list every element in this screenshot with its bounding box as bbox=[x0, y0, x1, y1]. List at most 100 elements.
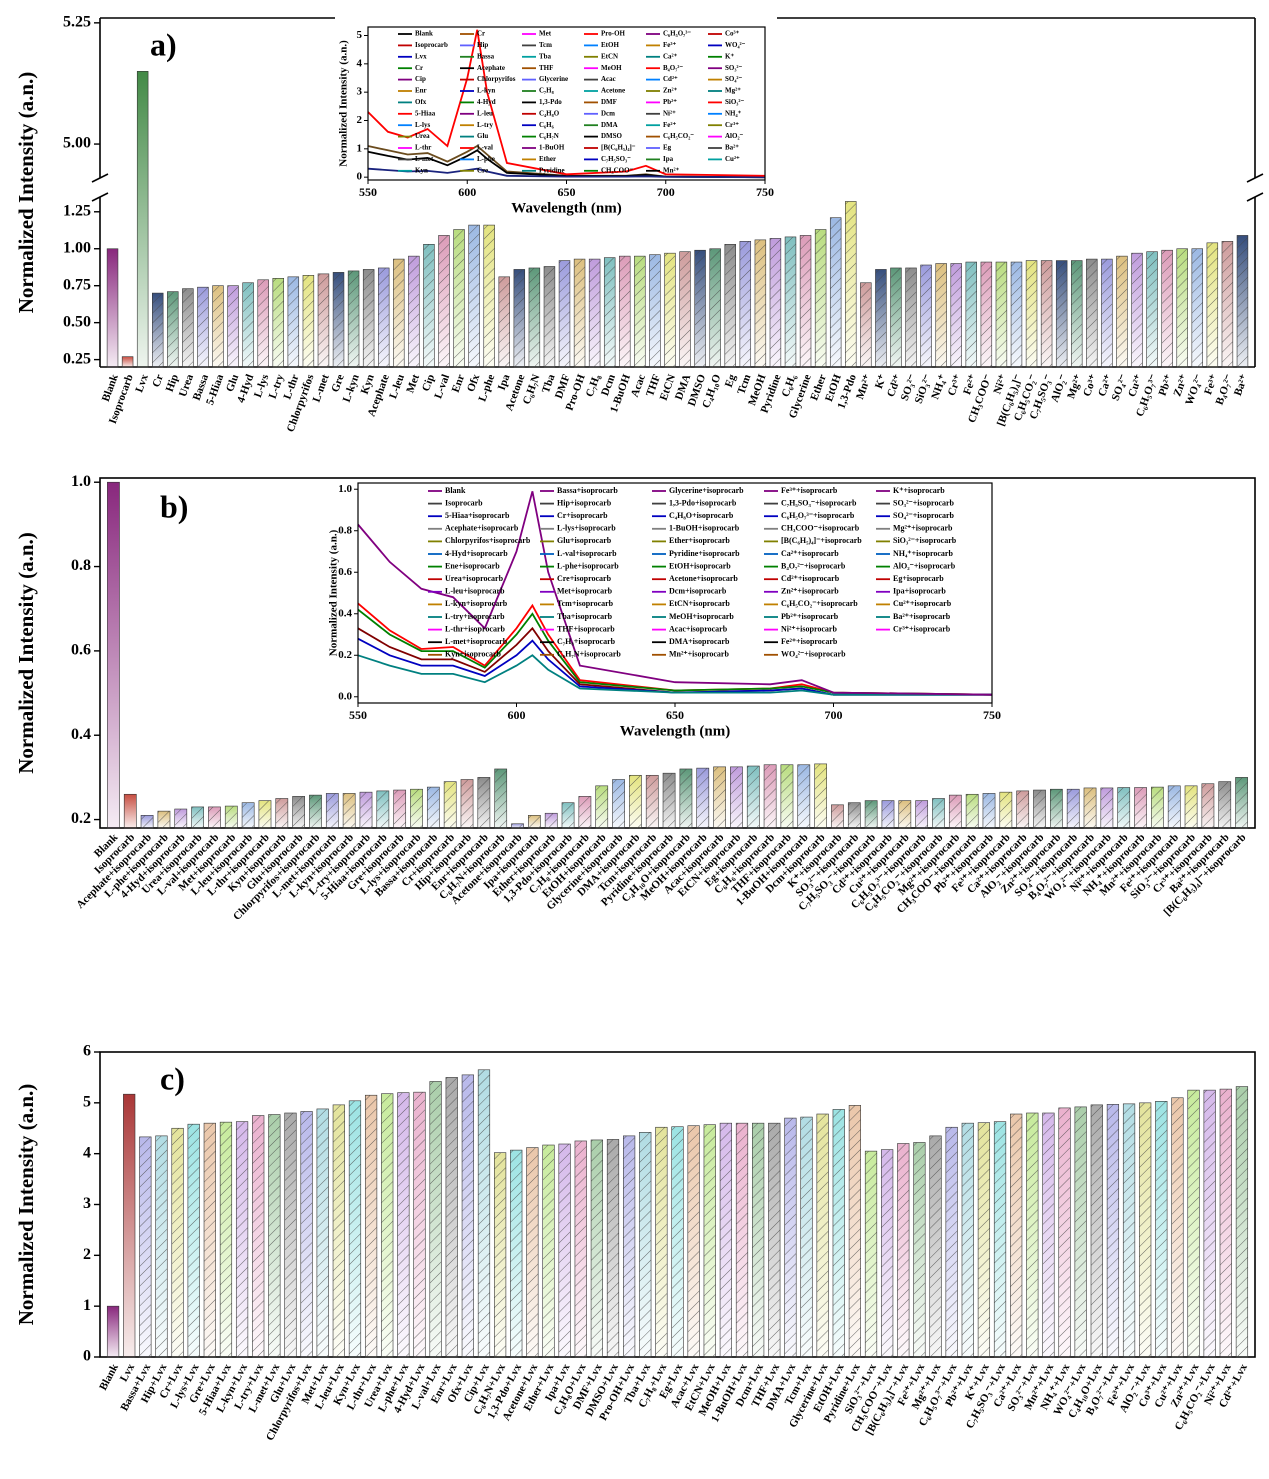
legend-label: Fe²⁺ bbox=[663, 121, 676, 129]
legend-label: L-lys bbox=[415, 121, 430, 129]
bar-hatch bbox=[220, 1122, 232, 1357]
bar-hatch bbox=[275, 798, 288, 828]
legend-label: Cr bbox=[415, 64, 423, 72]
legend-label: K⁺+isoprocarb bbox=[893, 486, 945, 495]
bar-hatch bbox=[513, 269, 525, 367]
bar-hatch bbox=[623, 1135, 635, 1357]
bar-hatch bbox=[814, 763, 827, 828]
bar-hatch bbox=[965, 262, 977, 367]
bar-hatch bbox=[542, 1145, 555, 1357]
x-tick-label: Ipa bbox=[496, 372, 513, 392]
legend-label: AlO₂⁻+isoprocarb bbox=[893, 561, 956, 570]
bar-hatch bbox=[242, 802, 255, 828]
bar-hatch bbox=[139, 1136, 152, 1357]
bar-hatch bbox=[747, 766, 760, 828]
bar-hatch bbox=[212, 285, 224, 367]
y-tick-label: 1 bbox=[357, 142, 363, 154]
legend-label: Ipa+isoprocarb bbox=[893, 587, 946, 596]
legend-label: Tba bbox=[539, 52, 552, 60]
bar-hatch bbox=[574, 259, 585, 367]
bar-hatch bbox=[152, 293, 164, 367]
legend-label: Glu+isoprocarb bbox=[557, 536, 612, 545]
bar-hatch bbox=[257, 279, 269, 367]
bar-hatch bbox=[1235, 777, 1248, 828]
legend-label: L-kyn+isoprocarb bbox=[445, 599, 508, 608]
bar-hatch bbox=[890, 267, 902, 367]
x-tick-label: Gre bbox=[329, 373, 347, 394]
bar-hatch bbox=[1050, 789, 1063, 828]
bar-hatch bbox=[287, 276, 299, 367]
y-tick-label: 0.50 bbox=[63, 313, 91, 330]
bar-hatch bbox=[333, 272, 344, 367]
legend-label: C₇H₅SO₃⁻+isoprocarb bbox=[781, 498, 857, 507]
legend-label: Acephate+isoprocarb bbox=[445, 524, 519, 533]
bar-hatch bbox=[832, 1109, 845, 1357]
legend-label: B₄O₇²⁻+isoprocarb bbox=[781, 561, 846, 570]
bar-hatch bbox=[284, 1113, 297, 1357]
bar-hatch bbox=[309, 795, 322, 828]
legend-label: NH₄⁺+isoprocarb bbox=[893, 549, 953, 558]
bar-hatch bbox=[687, 1125, 700, 1357]
y-tick-label: 3 bbox=[83, 1195, 91, 1212]
legend-label: B₄O₇²⁻ bbox=[663, 64, 683, 72]
y-tick-label: 0 bbox=[357, 171, 363, 183]
y-tick-label: 5.25 bbox=[63, 14, 91, 31]
bar-hatch bbox=[1117, 787, 1130, 828]
legend-label: SO₃²⁻+isoprocarb bbox=[893, 498, 955, 507]
x-tick-label: 700 bbox=[657, 185, 675, 199]
y-tick-label: 0.8 bbox=[338, 524, 352, 536]
legend-label: Cd²⁺+isoprocarb bbox=[781, 574, 840, 583]
bar-hatch bbox=[483, 225, 495, 367]
legend-label: Hip bbox=[477, 41, 488, 49]
legend-label: 4-Hyd bbox=[477, 98, 496, 106]
legend-label: Ether+isoprocarb bbox=[669, 536, 730, 545]
bar-hatch bbox=[730, 766, 743, 828]
bar-hatch bbox=[427, 787, 440, 828]
legend-label: Lvx bbox=[415, 52, 427, 60]
legend-label: MeOH+isoprocarb bbox=[669, 612, 734, 621]
x-tick-label: Eg bbox=[723, 372, 739, 389]
legend-label: CH₃COO⁻+isoprocarb bbox=[781, 524, 860, 533]
legend-label: SO₄²⁻ bbox=[725, 75, 743, 83]
bar-hatch bbox=[333, 1104, 345, 1357]
legend-label: Tcm+isoprocarb bbox=[557, 599, 614, 608]
bar-hatch bbox=[1155, 1101, 1168, 1357]
legend-label: Dcm+isoprocarb bbox=[669, 587, 727, 596]
bar-hatch bbox=[292, 796, 305, 828]
bar-hatch bbox=[999, 792, 1012, 828]
legend-label: WO₄²⁻+isoprocarb bbox=[781, 650, 846, 659]
bar-hatch bbox=[381, 1093, 394, 1357]
y-tick-label: 6 bbox=[83, 1043, 91, 1060]
bar-hatch bbox=[378, 267, 390, 367]
bar-hatch bbox=[1107, 1104, 1119, 1357]
bar-hatch bbox=[664, 253, 676, 367]
bar-hatch bbox=[326, 793, 339, 828]
x-axis-title: Wavelength (nm) bbox=[511, 200, 621, 216]
bar-hatch bbox=[167, 291, 179, 367]
legend-label: C₆H₇N bbox=[539, 132, 559, 140]
legend-label: SiO₃²⁻+isoprocarb bbox=[893, 536, 957, 545]
bar-hatch bbox=[978, 1122, 990, 1357]
legend-label: L-lys+isoprocarb bbox=[557, 524, 616, 533]
bar-hatch bbox=[881, 1149, 893, 1357]
bar-hatch bbox=[359, 792, 373, 828]
bar-hatch bbox=[949, 795, 962, 828]
bar-hatch bbox=[845, 201, 857, 367]
bar-hatch bbox=[208, 806, 221, 828]
bar-hatch bbox=[157, 811, 170, 828]
legend-label: Glycerine bbox=[539, 75, 568, 83]
x-tick-label: Ba²⁺ bbox=[1232, 373, 1251, 398]
bar-hatch bbox=[141, 815, 154, 828]
y-tick-label: 5 bbox=[83, 1094, 91, 1111]
bar-hatch bbox=[561, 802, 575, 828]
bar-hatch bbox=[393, 259, 405, 367]
legend-label: Tba+isoprocarb bbox=[557, 612, 613, 621]
legend-label: Acetone bbox=[601, 87, 625, 95]
x-tick-label: 550 bbox=[359, 185, 377, 199]
legend-label: Cr bbox=[477, 30, 485, 38]
legend-label: Mg²⁺+isoprocarb bbox=[893, 524, 953, 533]
bar-hatch bbox=[1171, 1097, 1184, 1357]
bar-hatch bbox=[1161, 250, 1173, 367]
y-tick-label: 1.0 bbox=[71, 473, 91, 490]
